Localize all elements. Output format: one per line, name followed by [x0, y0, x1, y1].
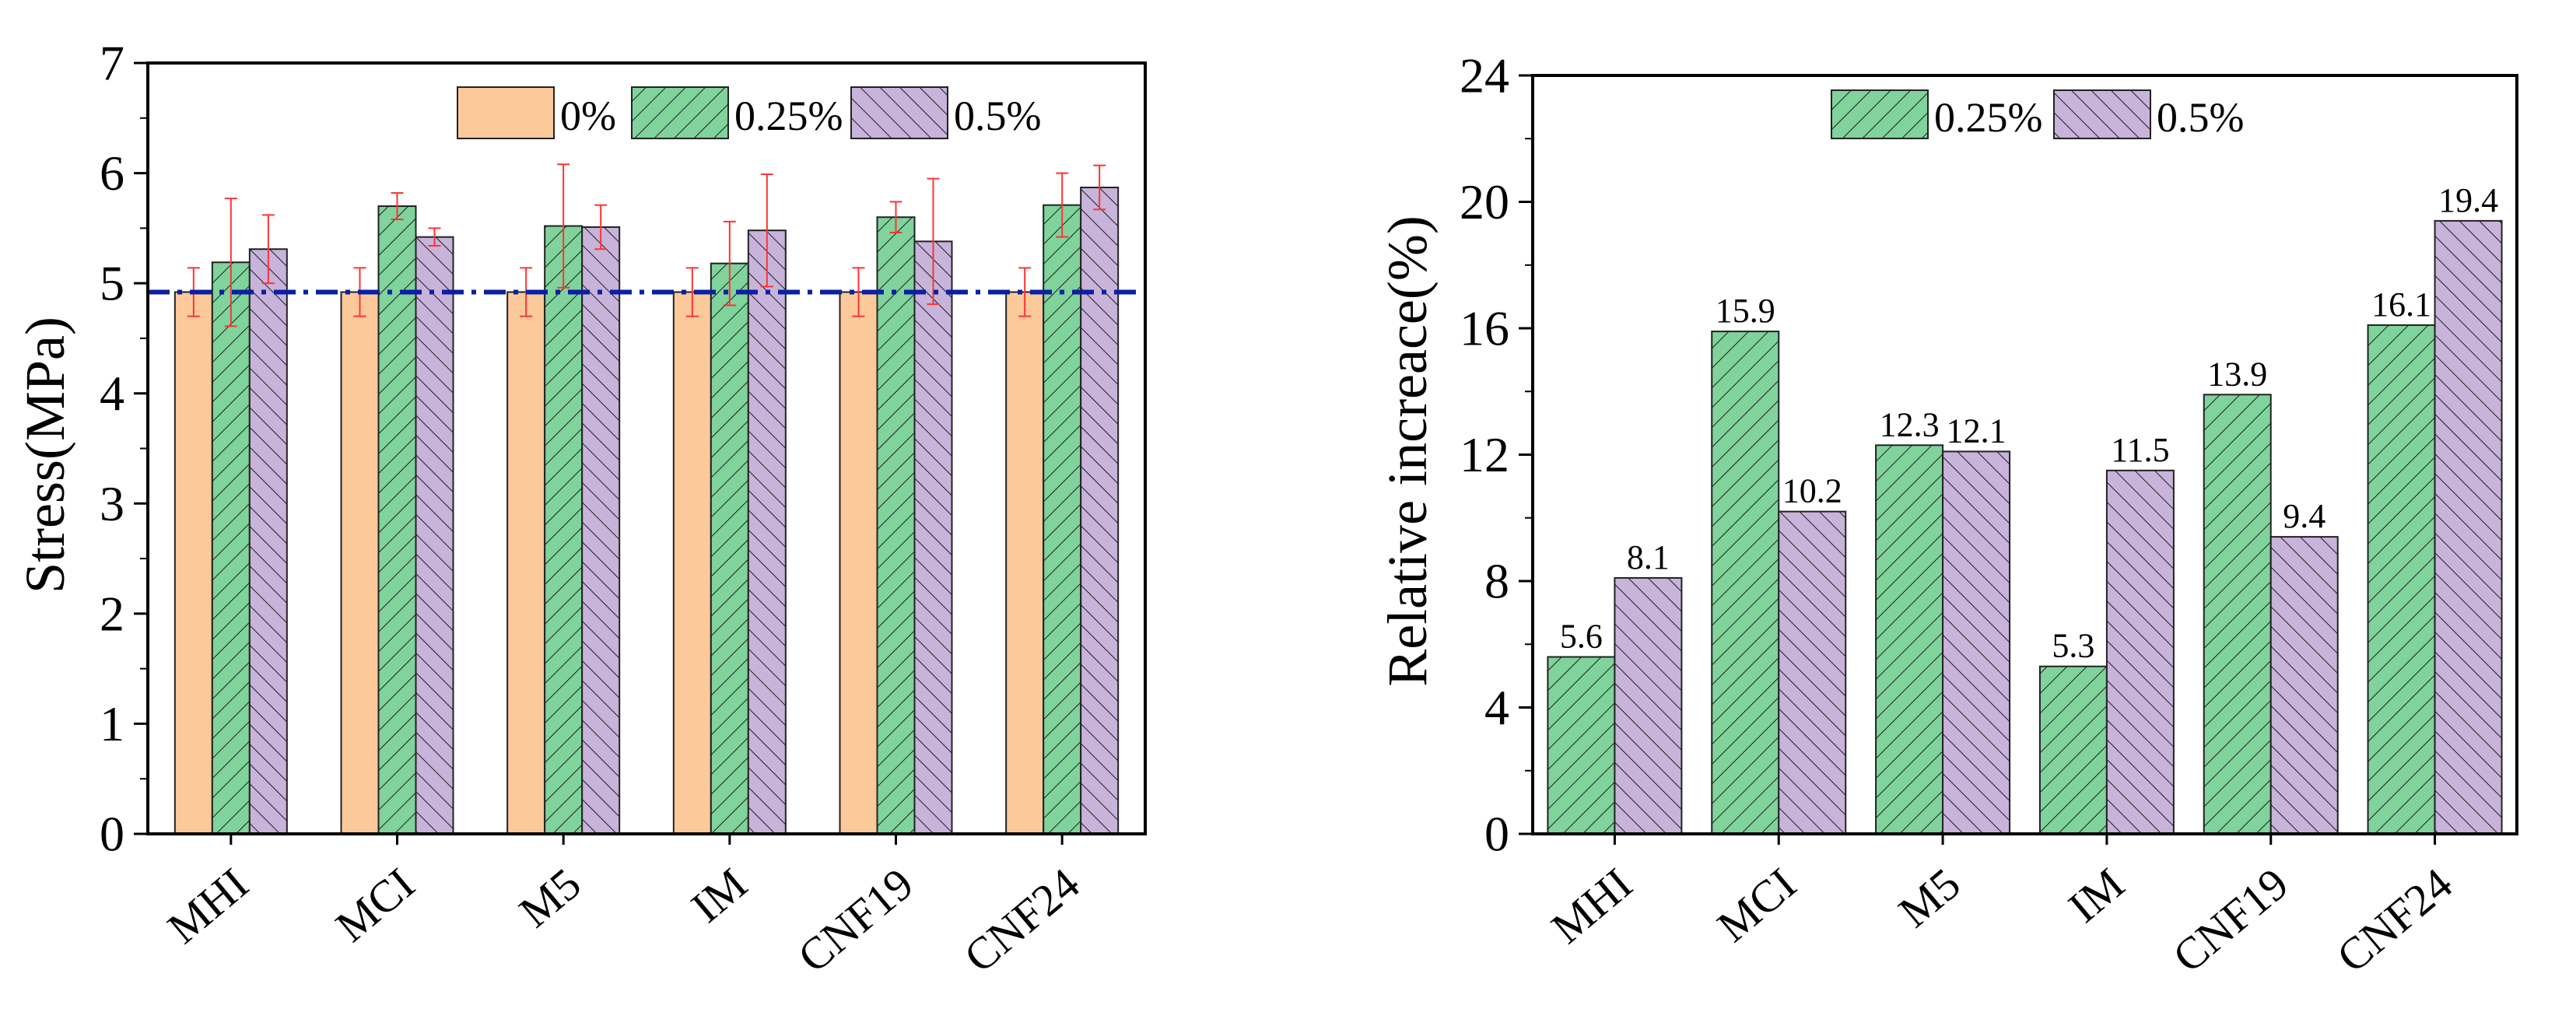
x-tick-label-M5: M5 [1889, 858, 1970, 937]
legend-swatch-0.5%-hatch [851, 87, 948, 138]
y-tick-label-4: 4 [100, 366, 124, 421]
chart1-bars [173, 186, 1120, 835]
data-label-MCI-0.25%: 15.9 [1716, 292, 1775, 330]
y-tick-label-0: 0 [100, 807, 124, 862]
legend-swatch-0.25%-hatch [632, 87, 728, 138]
y-tick-label-16: 16 [1460, 301, 1509, 356]
bar-M5-0.25%-hatch [545, 226, 583, 834]
data-label-M5-0.5%: 12.1 [1947, 411, 2006, 450]
y-tick-label-8: 8 [1484, 554, 1509, 609]
bar-CNF24-0.5%-hatch [1081, 187, 1119, 834]
bar-MHI-0% [173, 291, 213, 835]
data-label-CNF24-0.25%: 16.1 [2371, 285, 2431, 324]
data-label-CNF19-0.25%: 13.9 [2207, 355, 2267, 393]
y-tick-label-3: 3 [100, 476, 124, 531]
bar-MHI-0.5%-hatch [249, 249, 287, 834]
data-label-MHI-0.5%: 8.1 [1627, 538, 1670, 576]
bar-MCI-0% [340, 291, 380, 835]
y-tick-label-2: 2 [100, 586, 124, 641]
y-tick-label-0: 0 [1484, 807, 1509, 862]
bar-M5-0.5%-hatch [582, 226, 620, 835]
y-tick-label-6: 6 [100, 145, 124, 201]
legend-label-0.25%: 0.25% [1934, 94, 2042, 141]
bar-MHI-0.25%-hatch [212, 262, 250, 835]
x-tick-label-CNF19: CNF19 [788, 858, 923, 982]
bar-MCI-0.25%-hatch [378, 206, 416, 834]
bar-M5-0.25%-hatch [1876, 445, 1943, 834]
chart1-ylabel: Stress(MPa) [14, 317, 76, 594]
data-label-M5-0.25%: 12.3 [1880, 405, 1940, 443]
bar-MCI-0.5%-hatch [415, 236, 454, 834]
x-tick-label-MCI: MCI [326, 858, 424, 951]
data-label-MHI-0.25%: 5.6 [1560, 618, 1603, 656]
legend-swatch-0.25%-hatch [1831, 90, 1928, 138]
bar-IM-0.5%-hatch [748, 230, 786, 834]
chart2-x-axis: MHI MCI M5 IM CNF19 CNF24 [1542, 834, 2462, 982]
bar-MHI-0.25%-hatch [1547, 657, 1615, 834]
bar-IM-0.5%-hatch [2106, 470, 2174, 834]
bar-IM-0.25%-hatch [710, 263, 748, 834]
bar-CNF19-0.25%-hatch [2203, 394, 2271, 834]
relative-increase-chart: Relative increace(%) 5.68.115.910.212.3 1… [1376, 48, 2518, 982]
data-label-IM-0.25%: 5.3 [2052, 627, 2094, 665]
bar-CNF19-0.5%-hatch [2270, 537, 2338, 834]
bar-CNF24-0.25%-hatch [2367, 324, 2435, 834]
bar-CNF24-0.5%-hatch [2434, 220, 2502, 834]
x-tick-label-MHI: MHI [1542, 858, 1642, 953]
y-tick-label-7: 7 [100, 36, 124, 91]
x-tick-label-CNF24: CNF24 [2327, 858, 2462, 982]
x-tick-label-IM: IM [2059, 858, 2133, 932]
chart1-legend: 0% 0.25% 0.5% [457, 86, 1041, 139]
bar-IM-0% [672, 291, 712, 835]
data-label-CNF24-0.5%: 19.4 [2438, 181, 2498, 219]
y-tick-label-5: 5 [100, 256, 124, 311]
bar-MCI-0.5%-hatch [1779, 511, 1846, 834]
y-tick-label-1: 1 [100, 696, 124, 751]
chart2-y-axis: 0 4 8 12 16 20 24 [1460, 48, 1533, 862]
x-tick-label-CNF19: CNF19 [2164, 858, 2298, 982]
data-label-MCI-0.5%: 10.2 [1782, 472, 1842, 510]
chart2-bars [1547, 219, 2503, 835]
bar-IM-0.25%-hatch [2039, 666, 2107, 834]
x-tick-label-CNF24: CNF24 [955, 858, 1089, 982]
chart2-legend: 0.25% 0.5% [1831, 89, 2244, 141]
bar-CNF24-0.25%-hatch [1043, 205, 1081, 834]
chart1-x-axis: MHI MCI M5 IM CNF19 CNF24 [158, 834, 1089, 982]
bar-CNF19-0.5%-hatch [914, 241, 952, 834]
legend-label-0.25%: 0.25% [734, 93, 843, 139]
legend-label-0.5%: 0.5% [2157, 94, 2244, 141]
y-tick-label-12: 12 [1460, 427, 1509, 482]
bar-CNF24-0% [1005, 291, 1045, 835]
bar-MCI-0.25%-hatch [1712, 331, 1779, 834]
bar-CNF19-0.25%-hatch [877, 217, 915, 834]
chart1-plot-frame [146, 61, 1147, 835]
y-tick-label-4: 4 [1484, 680, 1509, 735]
bar-M5-0% [506, 291, 546, 835]
chart2-ylabel: Relative increace(%) [1376, 215, 1439, 687]
legend-swatch-0% [457, 86, 555, 139]
bar-MHI-0.5%-hatch [1614, 577, 1682, 834]
chart1-y-axis: 0 1 2 3 4 5 6 7 [100, 36, 148, 862]
stress-chart: Stress(MPa) 0 1 2 3 4 5 6 7 MHI MCI M5 IM CNF19 CNF2… [14, 36, 1147, 982]
data-label-IM-0.5%: 11.5 [2111, 431, 2169, 469]
x-tick-label-MCI: MCI [1708, 858, 1806, 951]
legend-swatch-0.5%-hatch [2054, 90, 2150, 138]
legend-label-0.5%: 0.5% [954, 93, 1041, 139]
legend-label-0%: 0% [560, 93, 616, 139]
bar-M5-0.5%-hatch [1943, 451, 2010, 834]
x-tick-label-IM: IM [682, 858, 756, 932]
x-tick-label-MHI: MHI [158, 858, 258, 953]
bar-CNF19-0% [839, 291, 878, 835]
y-tick-label-24: 24 [1460, 48, 1509, 103]
y-tick-label-20: 20 [1460, 174, 1509, 229]
data-label-CNF19-0.5%: 9.4 [2283, 497, 2325, 535]
chart2-data-labels: 5.6 8.1 15.9 10.2 12.3 12.1 5.3 11.5 13.9 9.4 16.1… [1560, 181, 2498, 665]
x-tick-label-M5: M5 [510, 858, 591, 937]
chart1-error-bars [187, 163, 1106, 327]
